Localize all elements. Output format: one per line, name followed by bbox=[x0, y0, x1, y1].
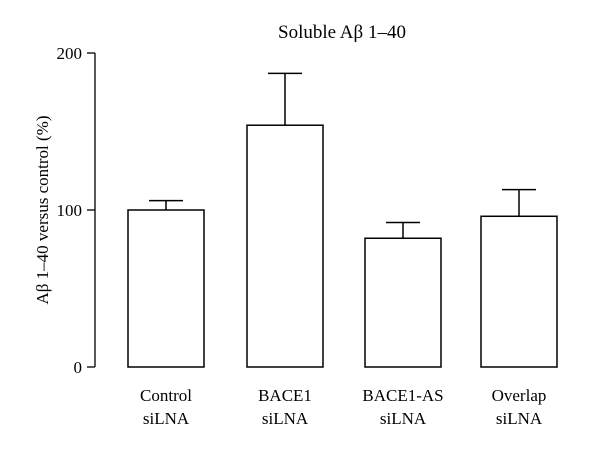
y-axis-label: Aβ 1–40 versus control (%) bbox=[33, 115, 52, 304]
x-tick-label: siLNA bbox=[262, 409, 309, 428]
bars-group bbox=[127, 72, 558, 368]
bar bbox=[246, 124, 324, 368]
y-axis-ticks: 0 100 200 bbox=[57, 44, 95, 377]
x-tick-label: siLNA bbox=[143, 409, 190, 428]
y-tick-label: 100 bbox=[57, 201, 83, 220]
bar bbox=[364, 237, 442, 368]
x-tick-label: siLNA bbox=[380, 409, 427, 428]
bar bbox=[127, 209, 205, 368]
x-axis-labels: Control siLNA BACE1 siLNA BACE1-AS siLNA Overl… bbox=[140, 386, 546, 428]
chart-title: Soluble Aβ 1–40 bbox=[278, 22, 406, 43]
x-tick-label: Overlap bbox=[492, 386, 547, 405]
bar bbox=[480, 215, 558, 368]
y-tick-label: 200 bbox=[57, 44, 83, 63]
x-tick-label: Control bbox=[140, 386, 192, 405]
x-tick-label: BACE1 bbox=[258, 386, 312, 405]
x-tick-label: siLNA bbox=[496, 409, 543, 428]
x-tick-label: BACE1-AS bbox=[362, 386, 443, 405]
y-tick-label: 0 bbox=[74, 358, 83, 377]
